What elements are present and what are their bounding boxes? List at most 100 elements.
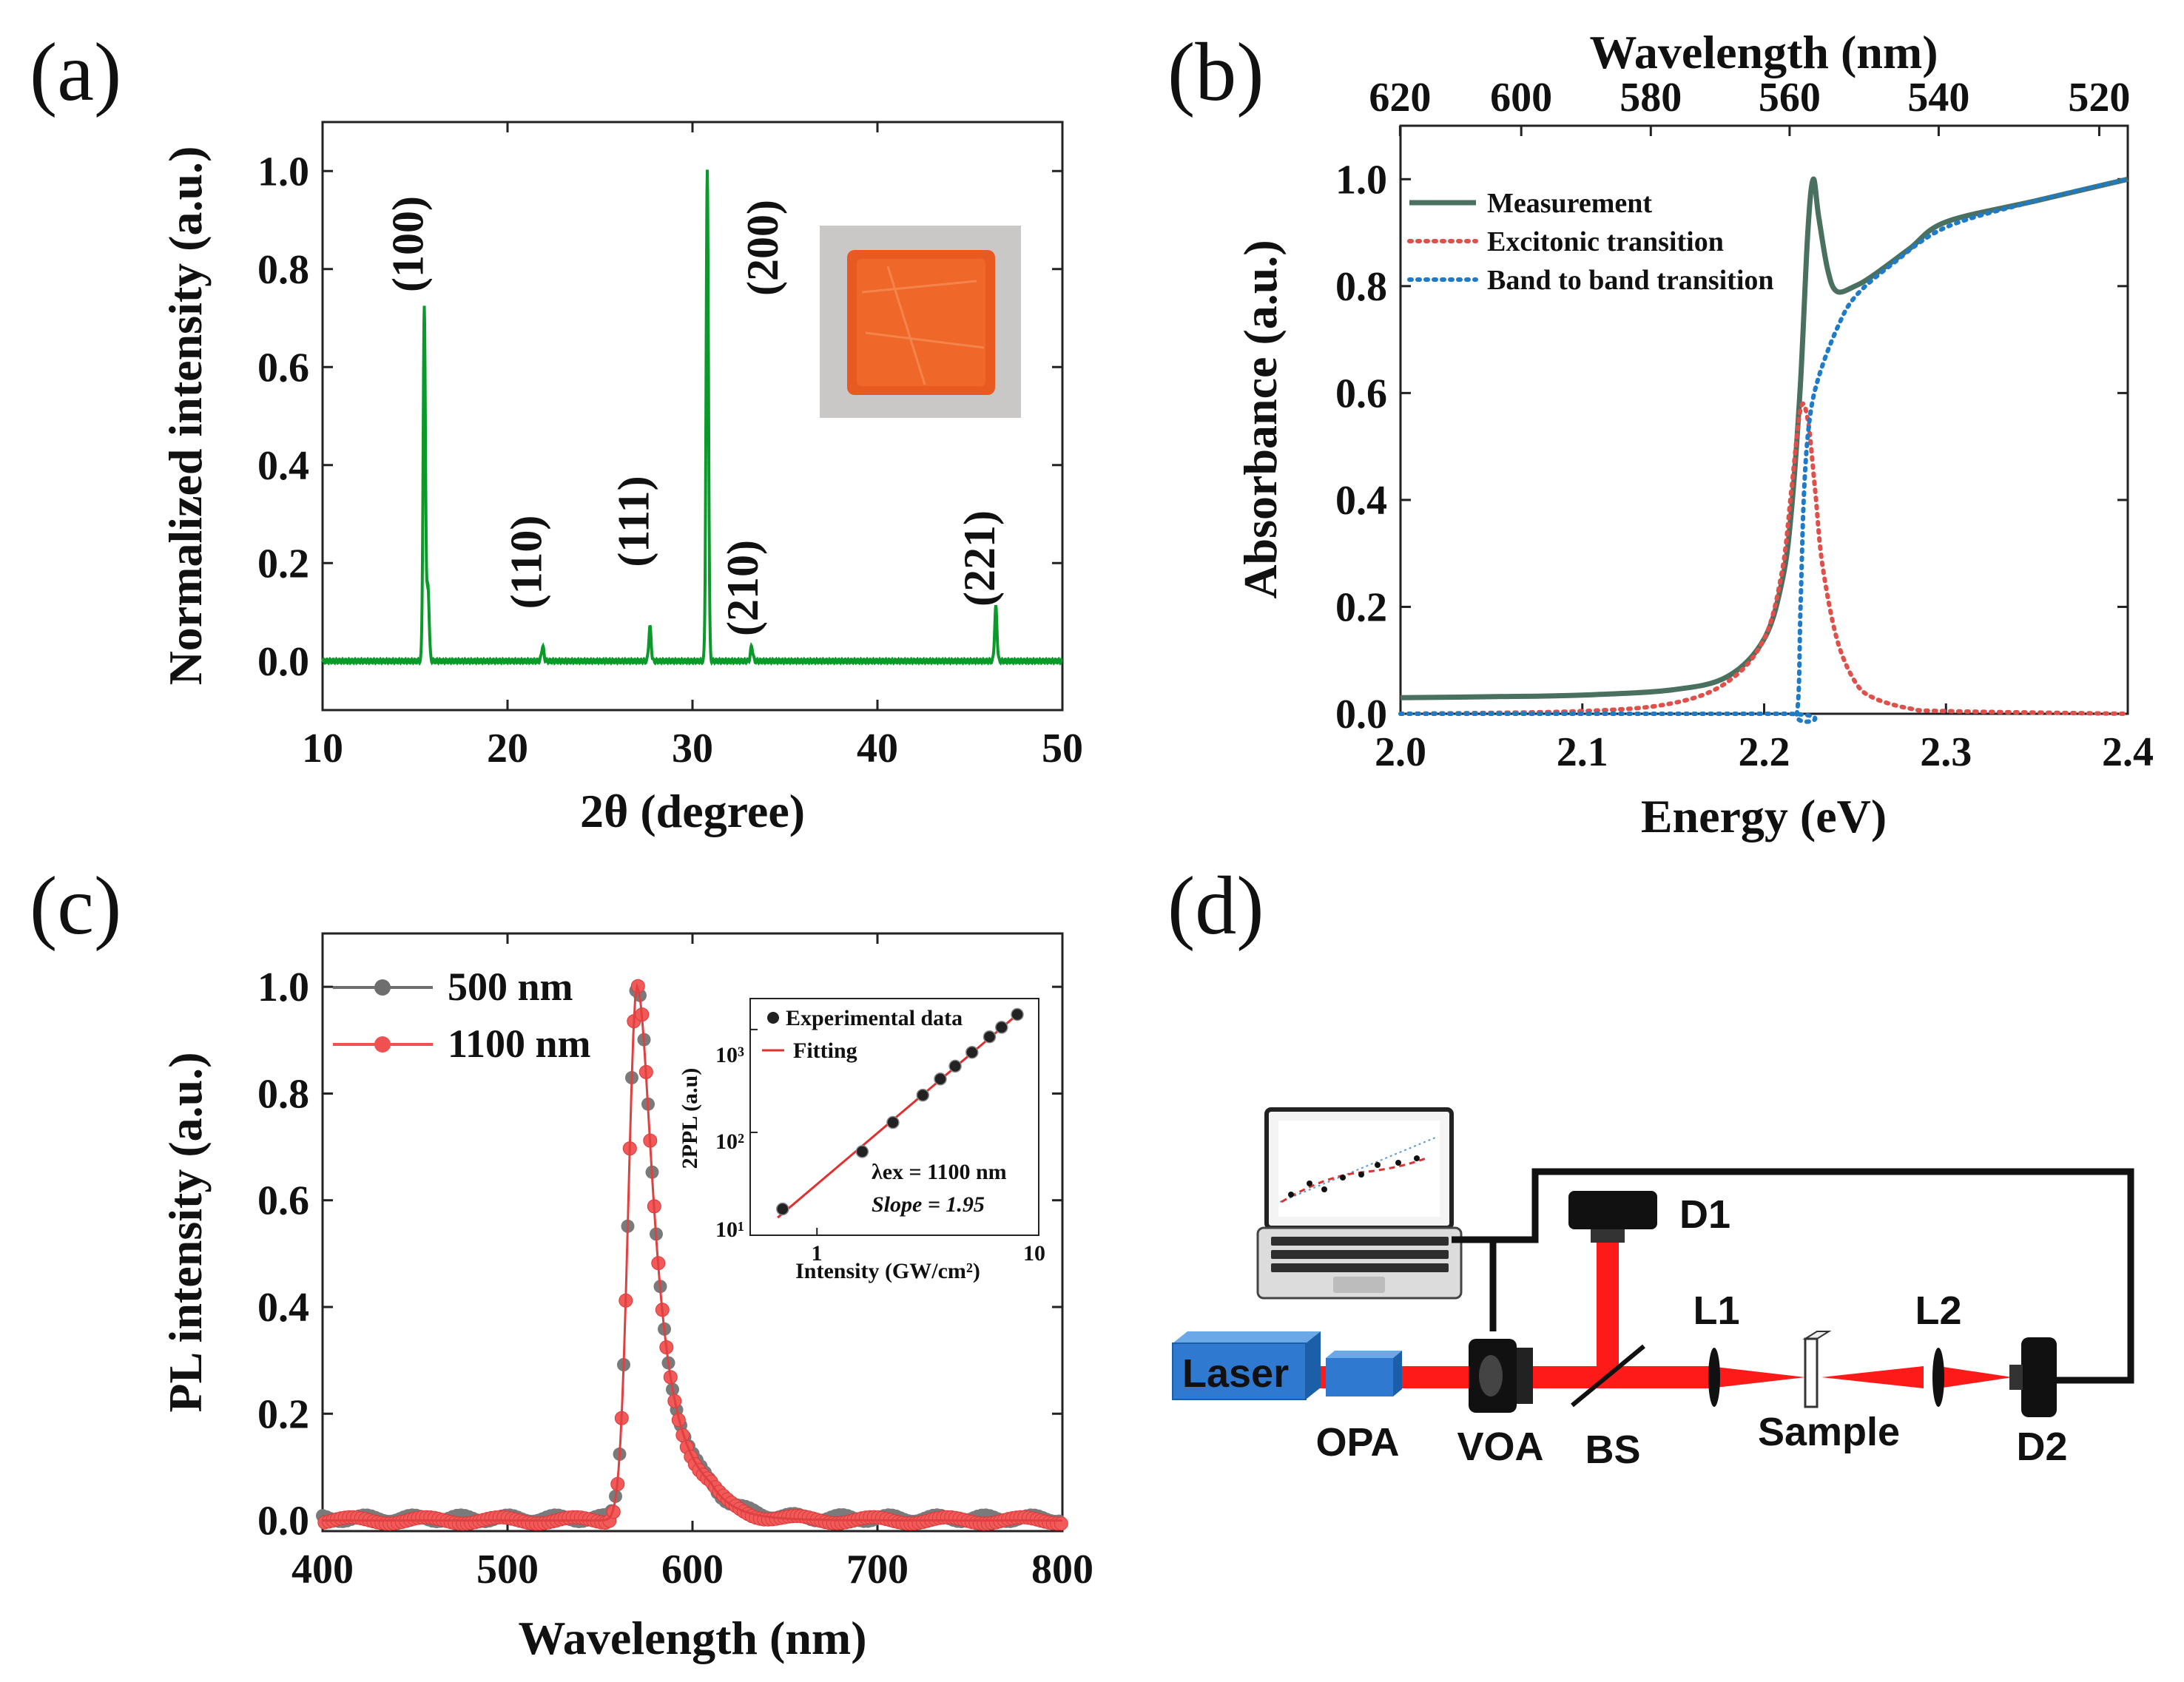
laptop-display xyxy=(1278,1121,1440,1217)
panel-a-xtick: 30 xyxy=(672,726,713,771)
inset-points xyxy=(776,1007,1024,1216)
voa-label: VOA xyxy=(1457,1425,1543,1469)
panel-a-xrd-curve xyxy=(321,169,1063,666)
inset-data-point xyxy=(916,1088,930,1102)
panel-a-peak-labels: (100) (110) (111) (200) (210) (221) xyxy=(384,196,1005,636)
panel-a-xtick: 40 xyxy=(857,726,898,771)
panel-a-y-tick-labels: 0.0 0.2 0.4 0.6 0.8 1.0 xyxy=(257,149,309,685)
detector-d2: D2 xyxy=(2009,1337,2068,1469)
beam-l1-focus xyxy=(1709,1366,1805,1388)
panel-a-label: (a) xyxy=(30,27,121,118)
laptop-plot-line xyxy=(1279,1137,1436,1203)
inset-xtick: 10 xyxy=(1023,1241,1045,1266)
panel-b-ytick: 0.6 xyxy=(1335,371,1387,416)
panel-c-fit-line xyxy=(323,982,1062,1522)
panel-c-y-tick-labels: 0.0 0.2 0.4 0.6 0.8 1.0 xyxy=(257,965,309,1544)
panel-b-ylabel: Absorbance (a.u.) xyxy=(1234,240,1287,598)
legend-band: Band to band transition xyxy=(1487,265,1774,296)
panel-b-label: (b) xyxy=(1167,27,1264,118)
panel-a-x-tick-labels: 10 20 30 40 50 xyxy=(302,726,1083,771)
panel-b-toptick: 600 xyxy=(1490,75,1552,121)
legend-excitonic: Excitonic transition xyxy=(1487,226,1724,257)
panel-c-xtick: 500 xyxy=(476,1547,539,1593)
panel-b-xtick: 2.1 xyxy=(1557,729,1608,775)
peak-label: (111) xyxy=(610,476,658,567)
panel-a-xtick: 50 xyxy=(1042,726,1083,771)
panel-a-ytick: 0.8 xyxy=(257,247,309,293)
panel-b-y-tick-labels: 0.0 0.2 0.4 0.6 0.8 1.0 xyxy=(1335,157,1387,737)
panel-a-ytick: 1.0 xyxy=(257,149,309,195)
panel-a-xtick: 10 xyxy=(302,726,343,771)
inset-data-point xyxy=(886,1115,900,1129)
sample: Sample xyxy=(1758,1331,1900,1454)
panel-c-xlabel: Wavelength (nm) xyxy=(518,1612,866,1664)
panel-c-inset: Experimental data Fitting λex = 1100 nm … xyxy=(678,998,1045,1283)
l2-label: L2 xyxy=(1915,1288,1961,1333)
panel-b-top-tick-labels: 620 600 580 560 540 520 xyxy=(1369,75,2130,121)
panel-b-top-xlabel: Wavelength (nm) xyxy=(1589,26,1938,78)
inset-data-point xyxy=(855,1145,869,1158)
peak-label: (210) xyxy=(718,540,767,636)
panel-c-xtick: 700 xyxy=(846,1547,909,1593)
inset-ylabel: 2PPL (a.u) xyxy=(678,1068,702,1169)
panel-b-legend: Measurement Excitonic transition Band to… xyxy=(1407,188,1774,296)
panel-c-markers xyxy=(316,979,1068,1531)
laptop-keyboard xyxy=(1271,1237,1449,1272)
beam-to-d1 xyxy=(1597,1228,1619,1376)
panel-b-x-tick-labels: 2.0 2.1 2.2 2.3 2.4 xyxy=(1375,729,2154,775)
inset-annotation-lambda: λex = 1100 nm xyxy=(872,1160,1007,1184)
inset-data-point xyxy=(995,1021,1008,1034)
beam-bs-to-l1 xyxy=(1560,1366,1709,1388)
inset-data-point xyxy=(776,1202,789,1216)
opa-box: OPA xyxy=(1315,1351,1402,1465)
panel-b-toptick: 560 xyxy=(1759,75,1821,121)
peak-label: (100) xyxy=(384,196,433,292)
panel-c-ytick: 0.2 xyxy=(257,1391,309,1437)
inset-xlabel: Intensity (GW/cm²) xyxy=(795,1259,980,1283)
beam-splitter: BS xyxy=(1571,1344,1645,1472)
panel-a-ylabel: Normalized intensity (a.u.) xyxy=(159,146,212,686)
laser-box: Laser xyxy=(1172,1331,1321,1400)
laptop-plot-points xyxy=(1288,1155,1420,1198)
panel-b-xtick: 2.4 xyxy=(2102,729,2154,775)
legend-marker-1100 xyxy=(374,1036,391,1053)
panel-b-ytick: 0.4 xyxy=(1335,478,1387,524)
panel-b-toptick: 620 xyxy=(1369,75,1431,121)
inset-annotation-slope: Slope = 1.95 xyxy=(872,1192,985,1217)
inset-xtick: 1 xyxy=(812,1241,823,1266)
panel-c-ytick: 0.0 xyxy=(257,1499,309,1544)
opa-label: OPA xyxy=(1315,1420,1399,1465)
laptop-touchpad xyxy=(1333,1277,1385,1293)
panel-b-ytick: 0.8 xyxy=(1335,264,1387,310)
inset-legend-experimental: Experimental data xyxy=(786,1006,963,1030)
laptop xyxy=(1256,1107,1463,1300)
panel-a: (a) 10 20 30 40 50 0.0 0.2 0.4 0.6 0.8 1… xyxy=(30,27,1083,837)
inset-data-point xyxy=(983,1030,997,1044)
panel-b: (b) 2.0 2.1 2.2 2.3 2.4 0.0 0.2 0.4 0.6 … xyxy=(1167,26,2154,842)
panel-d: (d) xyxy=(1167,860,2134,1472)
panel-c-xtick: 400 xyxy=(291,1547,354,1593)
panel-c-ylabel: PL intensity (a.u.) xyxy=(159,1052,212,1412)
beam-l2-out xyxy=(1938,1366,2012,1388)
peak-label: (221) xyxy=(955,510,1004,607)
lens-l2: L2 xyxy=(1915,1288,1962,1407)
inset-ytick: 10³ xyxy=(715,1043,744,1067)
panel-a-xlabel: 2θ (degree) xyxy=(580,785,805,837)
peak-label: (200) xyxy=(738,200,787,296)
panel-a-ytick: 0.6 xyxy=(257,345,309,391)
legend-1100nm: 1100 nm xyxy=(448,1021,591,1066)
marker-1100nm xyxy=(1054,1516,1068,1531)
panel-b-xtick: 2.3 xyxy=(1920,729,1972,775)
l1-label: L1 xyxy=(1693,1288,1739,1333)
inset-ytick: 10¹ xyxy=(715,1217,744,1242)
panel-a-xtick: 20 xyxy=(487,726,528,771)
panel-c-ytick: 1.0 xyxy=(257,965,309,1010)
inset-data-point xyxy=(948,1059,962,1073)
peak-label: (110) xyxy=(502,516,551,609)
panel-b-xtick: 2.2 xyxy=(1739,729,1790,775)
panel-b-series-excitonic xyxy=(1398,401,2130,716)
inset-data-point xyxy=(934,1073,947,1086)
panel-a-ytick: 0.2 xyxy=(257,541,309,587)
d1-label: D1 xyxy=(1679,1192,1730,1237)
